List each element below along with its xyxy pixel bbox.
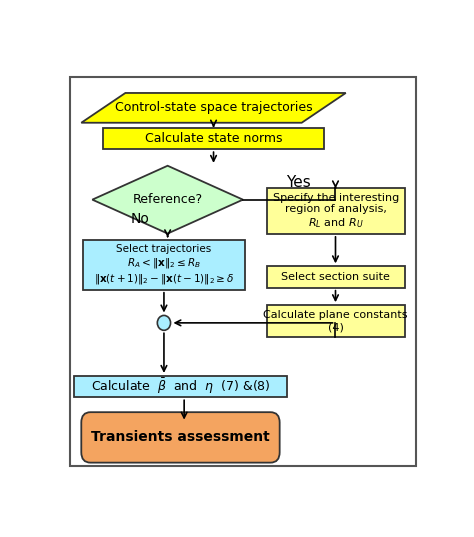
Text: Calculate state norms: Calculate state norms	[145, 132, 283, 145]
Bar	[267, 305, 405, 337]
Text: No: No	[131, 213, 149, 227]
Circle shape	[157, 315, 171, 330]
Text: Calculate plane constants
(4): Calculate plane constants (4)	[264, 310, 408, 332]
Text: Control-state space trajectories: Control-state space trajectories	[115, 101, 312, 114]
Text: Select section suite: Select section suite	[281, 272, 390, 282]
Text: Select trajectories
$R_A < \|\mathbf{x}\|_2 \leq R_B$
$\|\mathbf{x}(t+1)\|_2 - \: Select trajectories $R_A < \|\mathbf{x}\…	[94, 244, 234, 286]
FancyBboxPatch shape	[82, 412, 280, 463]
Bar	[74, 376, 287, 397]
Polygon shape	[82, 93, 346, 123]
Bar	[267, 188, 405, 234]
Text: Reference?: Reference?	[133, 193, 203, 206]
Text: Specify the interesting
region of analysis,
$R_L$ and $R_U$: Specify the interesting region of analys…	[273, 193, 399, 230]
Bar	[267, 266, 405, 288]
Bar	[83, 240, 245, 290]
Text: Calculate  $\bar{\beta}$  and  $\eta$  (7) &(8): Calculate $\bar{\beta}$ and $\eta$ (7) &…	[91, 377, 270, 396]
Bar	[103, 128, 324, 149]
Text: Transients assessment: Transients assessment	[91, 431, 270, 445]
Polygon shape	[92, 166, 243, 234]
Text: Yes: Yes	[286, 175, 310, 190]
